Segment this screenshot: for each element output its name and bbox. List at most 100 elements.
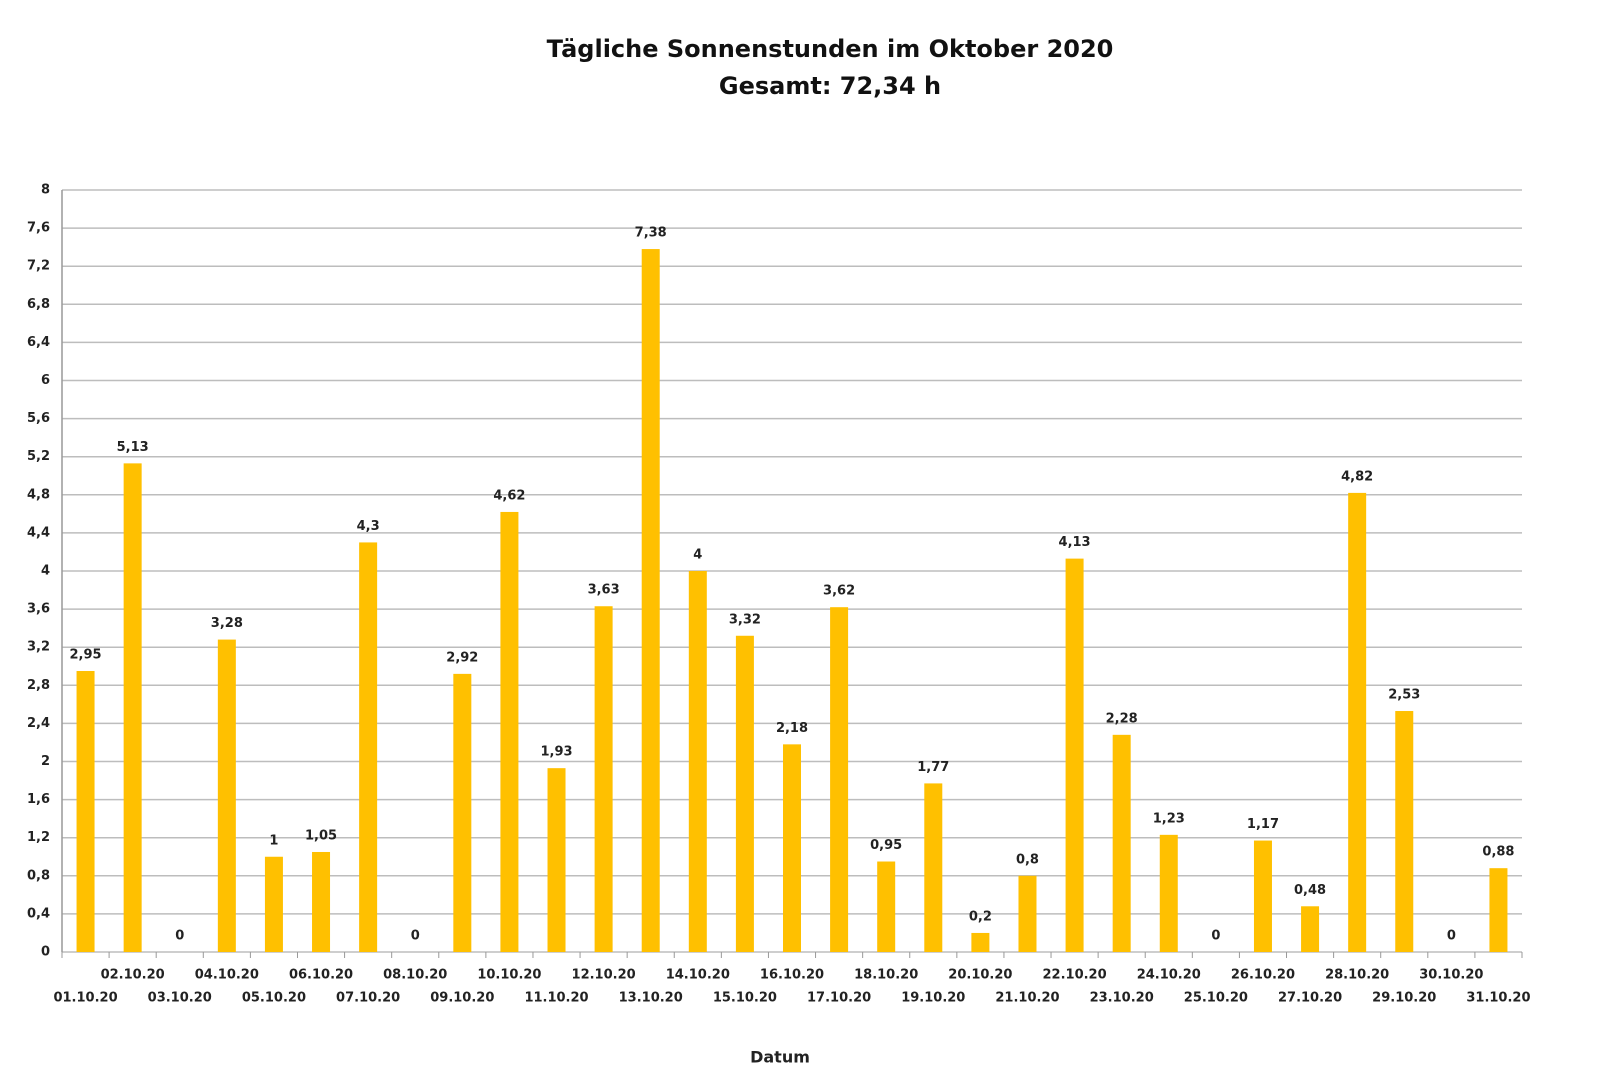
x-axis-label: Datum <box>750 1048 810 1067</box>
x-tick-label: 05.10.20 <box>242 991 306 1006</box>
bar <box>217 639 236 952</box>
bar <box>1159 834 1178 952</box>
y-tick-label: 6,4 <box>27 335 50 350</box>
y-tick-label: 4,4 <box>27 525 50 540</box>
bar <box>641 249 660 952</box>
x-tick-label: 09.10.20 <box>430 991 494 1006</box>
x-tick-label: 12.10.20 <box>572 968 636 983</box>
y-tick-label: 3,2 <box>27 640 50 655</box>
x-tick-label: 15.10.20 <box>713 991 777 1006</box>
data-label: 0 <box>411 929 420 944</box>
x-tick-label: 19.10.20 <box>901 991 965 1006</box>
y-tick-label: 6 <box>41 373 50 388</box>
data-label: 1,93 <box>540 745 572 760</box>
y-tick-label: 8 <box>41 183 50 198</box>
x-tick-label: 07.10.20 <box>336 991 400 1006</box>
x-tick-label: 10.10.20 <box>477 968 541 983</box>
data-label: 0 <box>1447 929 1456 944</box>
bar <box>877 861 896 952</box>
bar <box>971 932 990 952</box>
x-tick-label: 22.10.20 <box>1043 968 1107 983</box>
data-label: 2,18 <box>776 721 808 736</box>
data-label: 5,13 <box>117 440 149 455</box>
x-tick-label: 17.10.20 <box>807 991 871 1006</box>
x-tick-label: 08.10.20 <box>383 968 447 983</box>
chart-subtitle: Gesamt: 72,34 h <box>719 72 941 100</box>
y-tick-label: 7,6 <box>27 221 50 236</box>
data-label: 2,28 <box>1106 711 1138 726</box>
x-tick-label: 26.10.20 <box>1231 968 1295 983</box>
x-tick-label: 20.10.20 <box>948 968 1012 983</box>
data-label: 2,92 <box>446 650 478 665</box>
bar <box>735 635 754 952</box>
bar <box>594 606 613 952</box>
x-tick-label: 23.10.20 <box>1090 991 1154 1006</box>
bar <box>1348 492 1367 952</box>
chart-title: Tägliche Sonnenstunden im Oktober 2020 <box>547 35 1114 63</box>
data-label: 1,05 <box>305 828 337 843</box>
bar <box>1065 558 1084 952</box>
bar <box>1489 868 1508 952</box>
data-label: 4,13 <box>1059 535 1091 550</box>
bar <box>359 542 378 952</box>
y-tick-label: 1,2 <box>27 830 50 845</box>
y-tick-label: 7,2 <box>27 259 50 274</box>
y-tick-label: 0 <box>41 945 50 960</box>
x-tick-label: 04.10.20 <box>195 968 259 983</box>
bar <box>688 571 707 952</box>
y-tick-label: 6,8 <box>27 297 50 312</box>
data-label: 4,62 <box>493 488 525 503</box>
data-label: 3,62 <box>823 584 855 599</box>
bar <box>1112 734 1131 952</box>
x-tick-label: 01.10.20 <box>53 991 117 1006</box>
y-tick-label: 2,4 <box>27 716 50 731</box>
bar <box>1018 875 1037 952</box>
x-tick-label: 25.10.20 <box>1184 991 1248 1006</box>
data-label: 3,63 <box>588 583 620 598</box>
x-tick-label: 29.10.20 <box>1372 991 1436 1006</box>
bar <box>1395 711 1414 952</box>
data-label: 0 <box>175 929 184 944</box>
data-label: 2,53 <box>1388 688 1420 703</box>
x-tick-label: 02.10.20 <box>101 968 165 983</box>
x-tick-label: 28.10.20 <box>1325 968 1389 983</box>
x-tick-label: 24.10.20 <box>1137 968 1201 983</box>
x-tick-label: 11.10.20 <box>524 991 588 1006</box>
bar <box>123 463 142 952</box>
data-label: 4,3 <box>357 519 380 534</box>
y-tick-label: 2,8 <box>27 678 50 693</box>
y-tick-label: 2 <box>41 754 50 769</box>
y-tick-label: 4 <box>41 564 50 579</box>
x-tick-label: 16.10.20 <box>760 968 824 983</box>
x-tick-label: 06.10.20 <box>289 968 353 983</box>
bar <box>312 851 331 952</box>
data-label: 3,32 <box>729 612 761 627</box>
y-tick-label: 5,2 <box>27 449 50 464</box>
x-tick-label: 18.10.20 <box>854 968 918 983</box>
y-tick-label: 4,8 <box>27 487 50 502</box>
bar <box>1253 840 1272 952</box>
data-label: 3,28 <box>211 616 243 631</box>
bar <box>547 768 566 952</box>
bar <box>264 856 283 952</box>
data-label: 2,95 <box>70 648 102 663</box>
y-tick-label: 0,8 <box>27 868 50 883</box>
bar <box>783 744 801 952</box>
bar <box>924 783 943 952</box>
data-label: 1,23 <box>1153 811 1185 826</box>
data-label: 0,2 <box>969 909 992 924</box>
data-label: 0,95 <box>870 838 902 853</box>
x-tick-label: 03.10.20 <box>148 991 212 1006</box>
x-tick-label: 13.10.20 <box>619 991 683 1006</box>
x-tick-label: 27.10.20 <box>1278 991 1342 1006</box>
bar <box>830 607 849 952</box>
x-tick-label: 31.10.20 <box>1466 991 1530 1006</box>
data-label: 4,82 <box>1341 469 1373 484</box>
data-label: 0,48 <box>1294 883 1326 898</box>
x-tick-label: 21.10.20 <box>995 991 1059 1006</box>
y-tick-label: 1,6 <box>27 792 50 807</box>
y-tick-label: 3,6 <box>27 602 50 617</box>
data-label: 1,17 <box>1247 817 1279 832</box>
